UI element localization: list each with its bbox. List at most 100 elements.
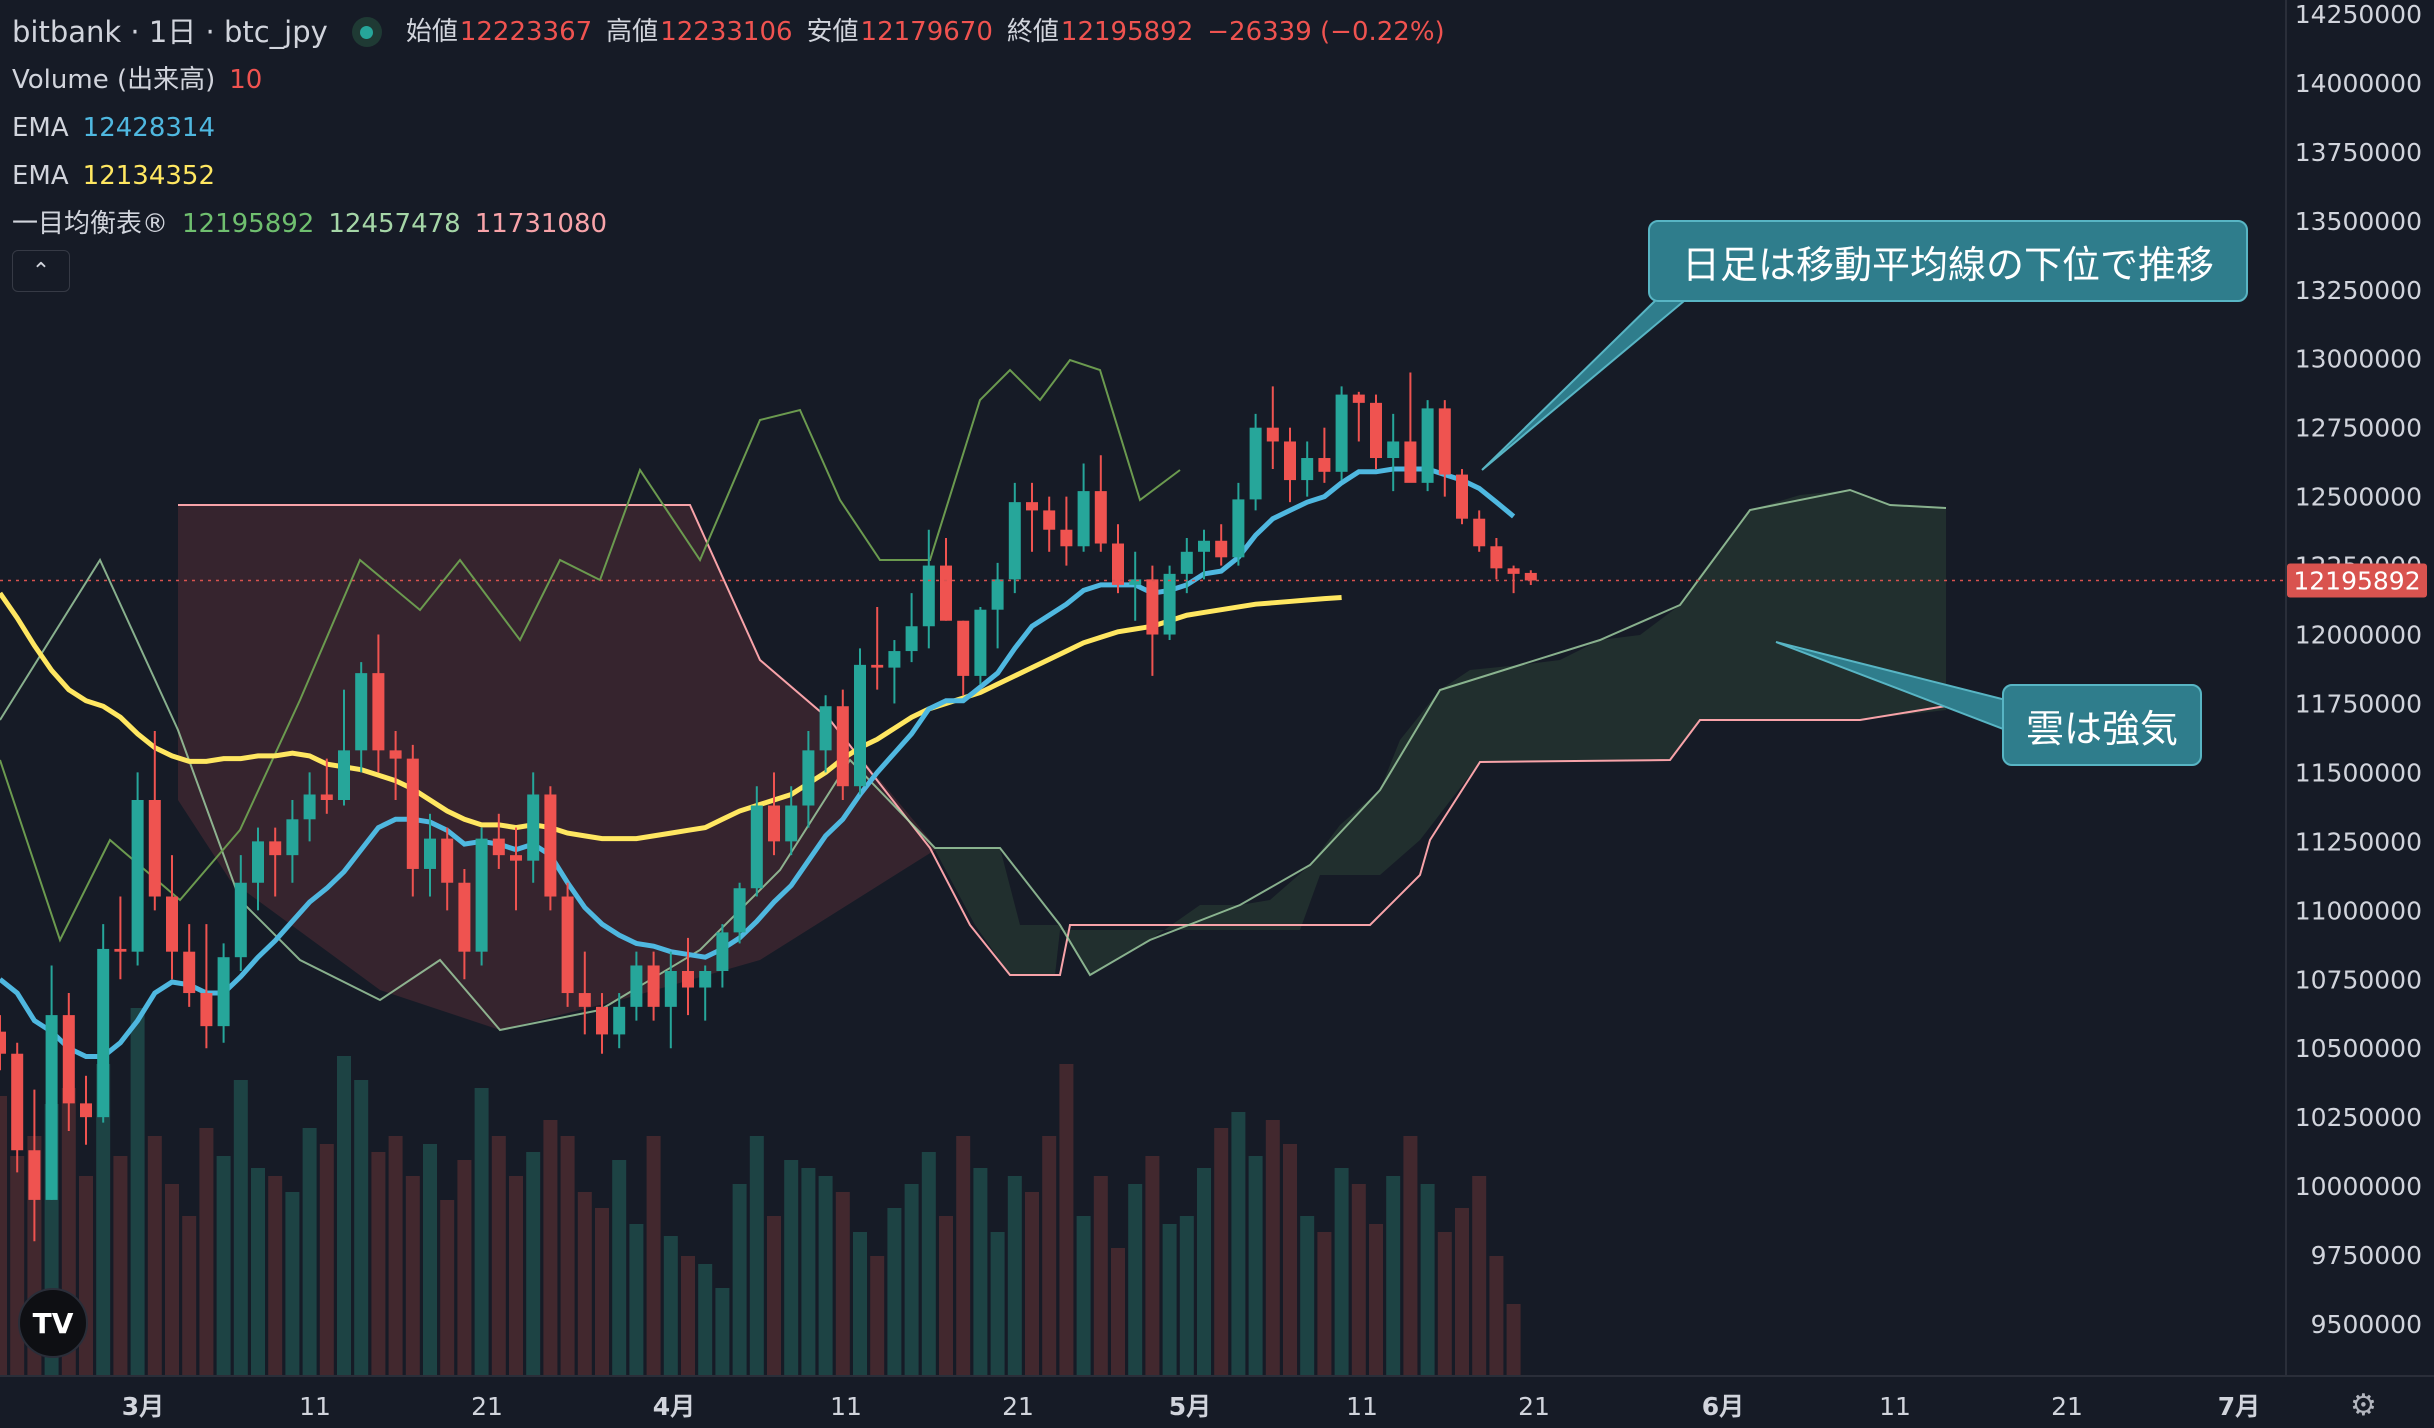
candle[interactable]: [1008, 482, 1021, 594]
candle[interactable]: [1456, 469, 1468, 525]
candle[interactable]: [682, 937, 694, 1016]
candle[interactable]: [1352, 391, 1365, 442]
candle[interactable]: [802, 731, 815, 828]
candle[interactable]: [269, 827, 282, 897]
candle[interactable]: [1335, 386, 1348, 481]
candlesticks[interactable]: [0, 372, 1537, 1242]
candle[interactable]: [854, 648, 866, 795]
collapse-legend-button[interactable]: ⌃: [12, 250, 70, 292]
candle[interactable]: [1180, 538, 1193, 594]
candle[interactable]: [166, 855, 178, 980]
candle[interactable]: [1318, 427, 1331, 483]
symbol-row[interactable]: bitbank · 1日 · btc_jpy 始値 12223367 高値 1223…: [12, 8, 1445, 56]
candle[interactable]: [1163, 565, 1176, 641]
candle[interactable]: [1249, 413, 1262, 511]
candle[interactable]: [406, 744, 419, 897]
candle[interactable]: [62, 993, 75, 1131]
candle[interactable]: [1438, 400, 1451, 497]
candle[interactable]: [1370, 394, 1382, 470]
candle[interactable]: [1094, 455, 1107, 552]
candle[interactable]: [234, 855, 247, 971]
candle[interactable]: [940, 538, 952, 621]
candle[interactable]: [630, 951, 643, 1021]
candle[interactable]: [888, 640, 901, 704]
candle[interactable]: [1301, 441, 1314, 497]
candle[interactable]: [561, 882, 574, 1007]
candle[interactable]: [785, 786, 798, 856]
candle[interactable]: [217, 943, 230, 1043]
candle[interactable]: [1112, 524, 1124, 594]
candle[interactable]: [11, 1042, 24, 1173]
candle[interactable]: [338, 689, 350, 806]
candle[interactable]: [1232, 482, 1245, 566]
candle[interactable]: [1404, 372, 1417, 483]
tradingview-logo-icon[interactable]: TV: [18, 1288, 88, 1358]
candle[interactable]: [492, 813, 505, 869]
candle[interactable]: [252, 827, 264, 911]
candle[interactable]: [1043, 496, 1056, 552]
candle[interactable]: [527, 772, 540, 883]
candle[interactable]: [1129, 551, 1142, 621]
candle[interactable]: [303, 772, 316, 842]
candle[interactable]: [1507, 565, 1520, 594]
candle[interactable]: [733, 882, 746, 944]
symbol-title[interactable]: bitbank · 1日 · btc_jpy: [12, 15, 328, 49]
candle[interactable]: [1387, 413, 1400, 492]
candle[interactable]: [647, 951, 660, 1021]
candle[interactable]: [148, 731, 161, 911]
candle[interactable]: [80, 1075, 92, 1145]
candle[interactable]: [131, 772, 144, 966]
candle[interactable]: [28, 1089, 41, 1242]
candle[interactable]: [424, 813, 436, 897]
candle[interactable]: [320, 758, 333, 814]
candle[interactable]: [699, 965, 712, 1021]
candle[interactable]: [458, 868, 471, 980]
candle[interactable]: [1026, 482, 1038, 552]
candle[interactable]: [45, 965, 58, 1200]
candle[interactable]: [1146, 565, 1159, 676]
candle[interactable]: [114, 896, 127, 980]
candle[interactable]: [750, 786, 763, 897]
candle[interactable]: [0, 1015, 6, 1071]
candle[interactable]: [922, 529, 935, 649]
candle[interactable]: [871, 606, 884, 690]
candle[interactable]: [1524, 570, 1537, 585]
candle[interactable]: [510, 827, 522, 911]
ichimoku-legend[interactable]: 一目均衡表® 12195892 12457478 11731080: [12, 200, 1445, 248]
candle[interactable]: [819, 695, 832, 773]
candle[interactable]: [1266, 386, 1279, 470]
candle[interactable]: [836, 689, 849, 800]
candle[interactable]: [974, 606, 987, 685]
candle[interactable]: [475, 827, 488, 966]
candle[interactable]: [355, 662, 368, 773]
candle[interactable]: [200, 924, 213, 1049]
candle[interactable]: [716, 924, 729, 988]
candle[interactable]: [97, 924, 110, 1123]
candle[interactable]: [957, 620, 970, 696]
ema2-legend[interactable]: EMA 12134352: [12, 152, 1445, 200]
candle[interactable]: [1490, 538, 1503, 580]
candle[interactable]: [1077, 463, 1090, 552]
candle[interactable]: [1284, 427, 1296, 503]
candle[interactable]: [664, 951, 677, 1049]
candle[interactable]: [768, 772, 780, 856]
gear-icon[interactable]: ⚙: [2350, 1388, 2377, 1423]
candle[interactable]: [905, 593, 918, 663]
candle[interactable]: [1421, 400, 1434, 492]
candle[interactable]: [372, 634, 385, 773]
candle[interactable]: [544, 786, 557, 911]
candle[interactable]: [1473, 510, 1486, 552]
candle[interactable]: [441, 827, 454, 911]
candle[interactable]: [1198, 529, 1210, 580]
ema1-legend[interactable]: EMA 12428314: [12, 104, 1445, 152]
volume-legend[interactable]: Volume (出来高) 10: [12, 56, 1445, 104]
candle[interactable]: [183, 924, 196, 1007]
candle[interactable]: [389, 731, 402, 800]
candle[interactable]: [286, 800, 299, 883]
candle[interactable]: [1060, 496, 1073, 566]
candle[interactable]: [613, 993, 626, 1049]
candle[interactable]: [991, 562, 1004, 649]
candle[interactable]: [596, 993, 608, 1054]
candle[interactable]: [1215, 524, 1228, 566]
